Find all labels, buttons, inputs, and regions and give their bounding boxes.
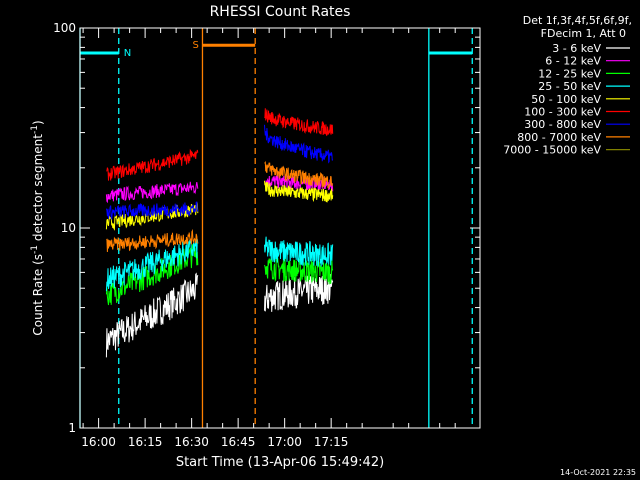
x-axis: 16:00 16:15 16:30 16:45 17:00 17:15 <box>81 28 456 449</box>
series-line <box>105 236 199 292</box>
x-tick-label: 17:00 <box>267 435 302 449</box>
series-line <box>106 148 199 181</box>
y-axis-label-sup1: -1 <box>30 245 40 254</box>
legend-label: 25 - 50 keV <box>538 80 601 93</box>
series-group <box>105 108 334 358</box>
x-tick-label: 16:30 <box>174 435 209 449</box>
y-tick-label: 100 <box>53 21 76 35</box>
x-tick-label: 16:15 <box>128 435 163 449</box>
y-tick-label: 10 <box>61 221 76 235</box>
series-line <box>105 181 199 204</box>
x-tick-label: 17:15 <box>314 435 349 449</box>
legend-header-line-2: FDecim 1, Att 0 <box>541 27 626 40</box>
y-axis-label-main: Count Rate (s <box>31 254 45 336</box>
series-line <box>264 124 334 164</box>
series-line <box>264 174 334 192</box>
legend-label: 800 - 7000 keV <box>517 131 601 144</box>
y-axis: 1 10 100 <box>53 21 480 435</box>
series-line <box>264 256 334 285</box>
series-line <box>264 274 334 312</box>
y-axis-label-mid: detector segment <box>31 134 45 245</box>
legend: Det 1f,3f,4f,5f,6f,9f, FDecim 1, Att 0 3… <box>503 14 632 157</box>
legend-header-line-1: Det 1f,3f,4f,5f,6f,9f, <box>523 14 632 27</box>
y-axis-label-end: ) <box>31 120 45 125</box>
series-line <box>264 108 334 137</box>
x-tick-label: 16:00 <box>81 435 116 449</box>
series-line <box>264 160 333 190</box>
series-line <box>264 180 334 203</box>
series-line <box>106 228 199 253</box>
legend-label: 50 - 100 keV <box>531 93 601 106</box>
chart-title: RHESSI Count Rates <box>210 4 351 20</box>
timestamp-annotation: 14-Oct-2021 22:35 <box>560 468 636 477</box>
legend-label: 3 - 6 keV <box>552 42 601 55</box>
y-axis-label-sup2: -1 <box>30 125 40 134</box>
x-tick-label: 16:45 <box>221 435 256 449</box>
x-axis-label: Start Time (13-Apr-06 15:49:42) <box>176 455 384 470</box>
series-line <box>105 272 199 358</box>
flag-label: N <box>124 48 131 59</box>
y-tick-label: 1 <box>68 421 76 435</box>
legend-label: 12 - 25 keV <box>538 67 601 80</box>
series-line <box>105 201 199 221</box>
legend-label: 6 - 12 keV <box>545 55 601 68</box>
legend-label: 100 - 300 keV <box>524 106 601 119</box>
series-line <box>264 236 334 267</box>
y-axis-label: Count Rate (s-1 detector segment-1) <box>30 120 45 335</box>
flag-label: S <box>192 40 198 51</box>
legend-label: 7000 - 15000 keV <box>503 144 601 157</box>
legend-label: 300 - 800 keV <box>524 118 601 131</box>
